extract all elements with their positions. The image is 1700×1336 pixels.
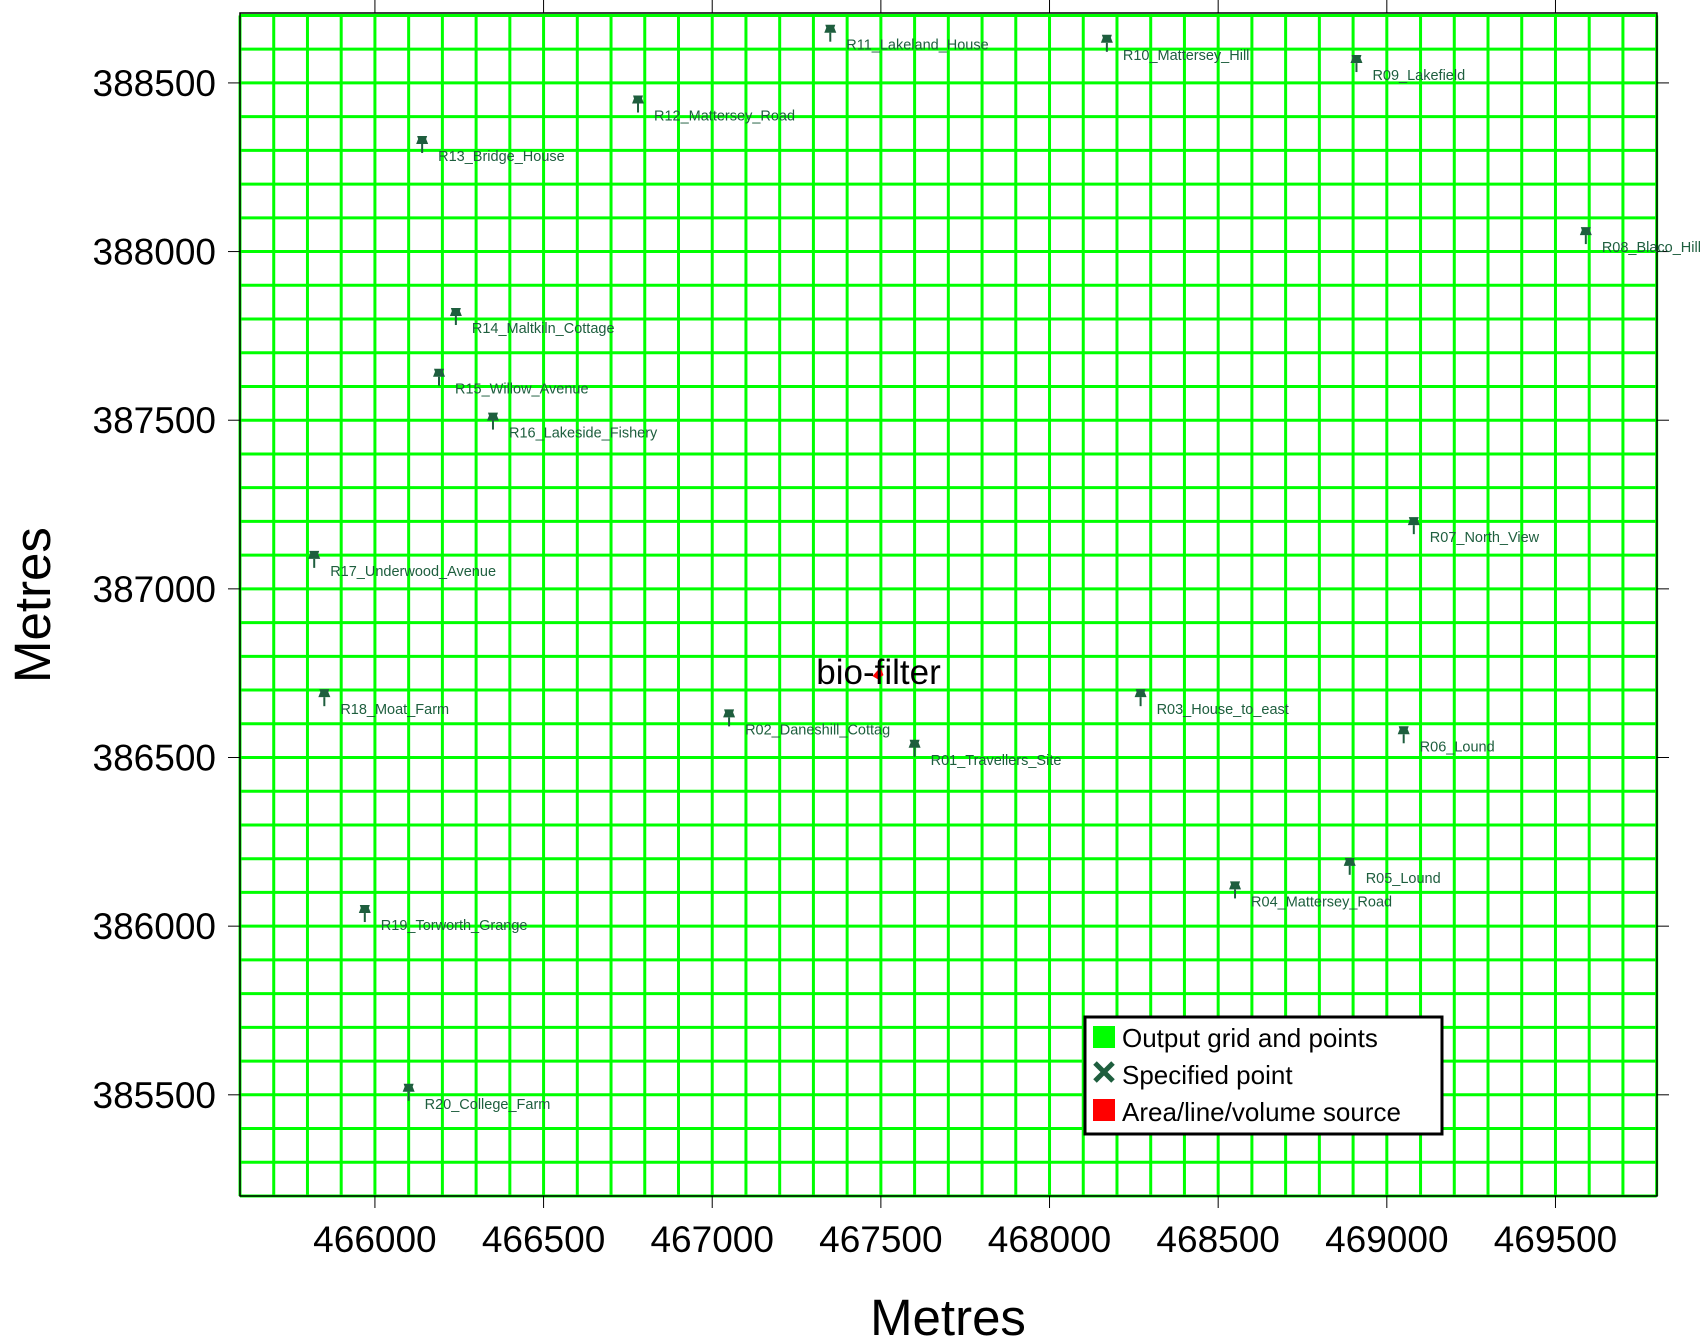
y-tick-label: 385500 [93,1075,216,1116]
receptor-point: R05_Lound [1343,857,1441,887]
receptor-point: R16_Lakeside_Fishery [486,412,658,442]
x-tick-label: 467000 [650,1219,773,1260]
pin-icon [723,709,736,718]
receptor-point: R17_Underwood_Avenue [308,550,496,580]
receptor-label: R01_Travellers_Site [931,753,1062,769]
output-grid [238,13,1659,1198]
receptor-point: R03_House_to_east [1134,689,1289,718]
receptor-point: R12_Mattersey_Road [632,95,795,125]
receptor-label: R06_Lound [1420,739,1495,755]
pin-icon [449,308,462,317]
receptor-label: R09_Lakefield [1372,68,1465,84]
source-area [872,667,884,680]
receptor-label: R11_Lakeland_House [846,38,988,54]
pin-icon [1100,34,1113,43]
pin-icon [416,135,429,144]
legend: Output grid and points Specified point A… [1083,1015,1444,1136]
y-axis-title: Metres [4,527,61,683]
plot-frame [239,12,1658,1197]
pin-icon [1134,689,1147,698]
y-tick-label: 386000 [93,906,216,947]
receptor-point: R09_Lakefield [1350,55,1465,84]
axis-ticks: 466000 466500 467000 467500 468000 468500 4690… [93,0,1669,1260]
y-tick-label: 386500 [93,738,216,779]
receptor-point: R04_Mattersey_Road [1229,881,1392,910]
cross-icon [1093,1061,1115,1083]
x-tick-label: 469000 [1325,1219,1448,1260]
pin-icon [1229,881,1242,890]
receptor-point: R11_Lakeland_House [824,24,989,54]
receptor-point: R19_Torworth_Grange [358,905,528,934]
legend-swatch-source [1093,1099,1115,1121]
pin-icon [358,905,371,914]
receptor-point: R15_Willow_Avenue [433,368,589,398]
pin-icon [1350,55,1363,64]
legend-box [1083,1015,1444,1136]
x-tick-label: 466000 [313,1219,436,1260]
receptor-label: R08_Blaco_Hill [1602,240,1700,256]
x-tick-label: 468500 [1156,1219,1279,1260]
receptor-point: R01_Travellers_Site [908,739,1062,769]
receptor-label: R10_Mattersey_Hill [1123,48,1250,64]
receptor-label: R14_Maltkiln_Cottage [472,321,615,337]
pin-icon [1343,857,1356,866]
pin-icon [433,368,446,377]
pin-icon [318,689,331,698]
pin-icon [1397,726,1410,735]
x-tick-label: 467500 [819,1219,942,1260]
receptor-label: R20_College_Farm [425,1097,551,1113]
y-tick-label: 388000 [93,232,216,273]
receptor-label: R02_Daneshill_Cottag [745,722,890,738]
receptor-label: R03_House_to_east [1157,702,1289,718]
y-tick-label: 387500 [93,400,216,441]
receptor-point: R07_North_View [1407,517,1540,546]
receptor-label: R19_Torworth_Grange [381,918,528,934]
receptor-point: R08_Blaco_Hill [1579,227,1700,256]
y-tick-label: 387000 [93,569,216,610]
x-axis-title: Metres [870,1289,1026,1336]
receptor-label: R18_Moat_Farm [340,702,449,718]
legend-swatch-grid [1093,1026,1115,1048]
x-tick-label: 468000 [988,1219,1111,1260]
legend-label-point: Specified point [1122,1060,1293,1090]
receptor-label: R13_Bridge_House [438,149,565,165]
receptor-point: R10_Mattersey_Hill [1100,34,1250,64]
receptor-point: R13_Bridge_House [416,135,565,165]
receptor-label: R07_North_View [1430,530,1540,546]
source-label: bio-filter [816,653,941,692]
receptor-point: R14_Maltkiln_Cottage [449,308,615,337]
pin-icon [1579,227,1592,236]
receptor-point: R06_Lound [1397,726,1495,755]
receptor-label: R16_Lakeside_Fishery [509,426,658,442]
pin-icon [824,24,837,33]
legend-label-grid: Output grid and points [1122,1023,1378,1053]
receptor-label: R12_Mattersey_Road [654,109,795,125]
x-tick-label: 466500 [482,1219,605,1260]
receptor-label: R04_Mattersey_Road [1251,894,1392,910]
receptors: R01_Travellers_Site R02_Daneshill_Cottag R… [308,24,1700,1113]
y-tick-label: 388500 [93,63,216,104]
receptor-label: R15_Willow_Avenue [455,382,589,398]
legend-label-source: Area/line/volume source [1122,1097,1401,1127]
receptor-point: R20_College_Farm [402,1083,551,1113]
pin-icon [908,739,921,748]
receptor-label: R17_Underwood_Avenue [330,564,496,580]
receptor-point: R18_Moat_Farm [318,689,449,718]
pin-icon [486,412,499,421]
receptor-label: R05_Lound [1366,871,1441,887]
sources: bio-filter [816,653,941,692]
pin-icon [308,550,321,559]
receptor-point: R02_Daneshill_Cottag [723,709,890,738]
pin-icon [402,1083,415,1092]
x-tick-label: 469500 [1494,1219,1617,1260]
pin-icon [1407,517,1420,526]
pin-icon [632,95,645,104]
